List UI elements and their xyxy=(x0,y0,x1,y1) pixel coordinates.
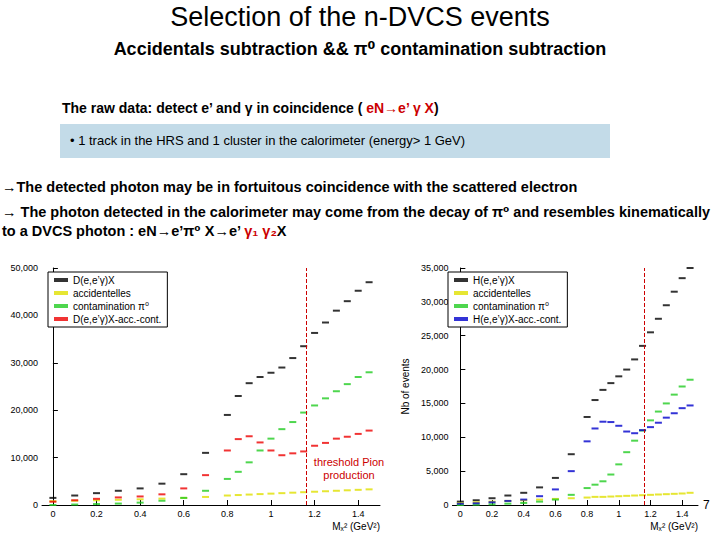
svg-text:20,000: 20,000 xyxy=(10,405,38,415)
svg-text:40,000: 40,000 xyxy=(10,310,38,320)
svg-text:0: 0 xyxy=(33,500,38,510)
svg-text:0.2: 0.2 xyxy=(486,509,499,519)
svg-text:0.4: 0.4 xyxy=(134,509,147,519)
svg-text:Mₓ² (GeV²): Mₓ² (GeV²) xyxy=(650,521,698,532)
svg-text:Nb of events: Nb of events xyxy=(400,358,411,414)
html-text:7: 7 xyxy=(703,498,710,512)
html-text:→ The photon detected in the c: → The photon detected in the calorimeter… xyxy=(2,204,710,239)
svg-text:1.4: 1.4 xyxy=(676,509,689,519)
svg-text:5,000: 5,000 xyxy=(426,466,449,476)
svg-text:Mₓ² (GeV²): Mₓ² (GeV²) xyxy=(332,521,380,532)
svg-text:30,000: 30,000 xyxy=(421,297,449,307)
svg-text:0: 0 xyxy=(443,500,448,510)
svg-text:25,000: 25,000 xyxy=(421,331,449,341)
html-text:→The detected photon may be in: →The detected photon may be in fortuitou… xyxy=(2,179,578,195)
svg-text:10,000: 10,000 xyxy=(10,453,38,463)
html-text:threshold Pion production: threshold Pion production xyxy=(313,456,385,481)
html-text:Selection of the n-DVCS events: Selection of the n-DVCS events xyxy=(170,2,550,32)
svg-text:30,000: 30,000 xyxy=(10,358,38,368)
svg-text:20,000: 20,000 xyxy=(421,365,449,375)
svg-text:15,000: 15,000 xyxy=(421,398,449,408)
svg-text:1.2: 1.2 xyxy=(308,509,321,519)
svg-text:accidentelles: accidentelles xyxy=(73,288,131,299)
svg-text:0.4: 0.4 xyxy=(517,509,530,519)
svg-text:0.6: 0.6 xyxy=(549,509,562,519)
svg-text:contamination π⁰: contamination π⁰ xyxy=(473,301,549,312)
svg-text:50,000: 50,000 xyxy=(10,263,38,273)
svg-text:D(e,e’γ)X: D(e,e’γ)X xyxy=(73,275,115,286)
svg-text:0.6: 0.6 xyxy=(177,509,190,519)
svg-text:35,000: 35,000 xyxy=(421,263,449,273)
svg-text:H(e,e’γ)X-acc.-cont.: H(e,e’γ)X-acc.-cont. xyxy=(473,314,561,325)
svg-text:contamination π⁰: contamination π⁰ xyxy=(73,301,149,312)
svg-text:0.8: 0.8 xyxy=(221,509,234,519)
html-text:The raw data: detect e’ and γ: The raw data: detect e’ and γ in coincid… xyxy=(62,100,439,116)
svg-text:0: 0 xyxy=(50,509,55,519)
svg-text:10,000: 10,000 xyxy=(421,432,449,442)
svg-text:accidentelles: accidentelles xyxy=(473,288,531,299)
html-text:• 1 track in the HRS and 1 clu: • 1 track in the HRS and 1 cluster in th… xyxy=(70,133,466,148)
svg-text:0: 0 xyxy=(458,509,463,519)
svg-text:1: 1 xyxy=(616,509,621,519)
svg-text:D(e,e’γ)X-acc.-cont.: D(e,e’γ)X-acc.-cont. xyxy=(73,314,161,325)
svg-text:0.8: 0.8 xyxy=(581,509,594,519)
html-text:Accidentals subtraction && π⁰: Accidentals subtraction && π⁰ contaminat… xyxy=(113,39,607,59)
svg-text:H(e,e’γ)X: H(e,e’γ)X xyxy=(473,275,515,286)
svg-text:1: 1 xyxy=(268,509,273,519)
svg-text:1.4: 1.4 xyxy=(352,509,365,519)
svg-text:1.2: 1.2 xyxy=(644,509,657,519)
svg-text:0.2: 0.2 xyxy=(90,509,103,519)
